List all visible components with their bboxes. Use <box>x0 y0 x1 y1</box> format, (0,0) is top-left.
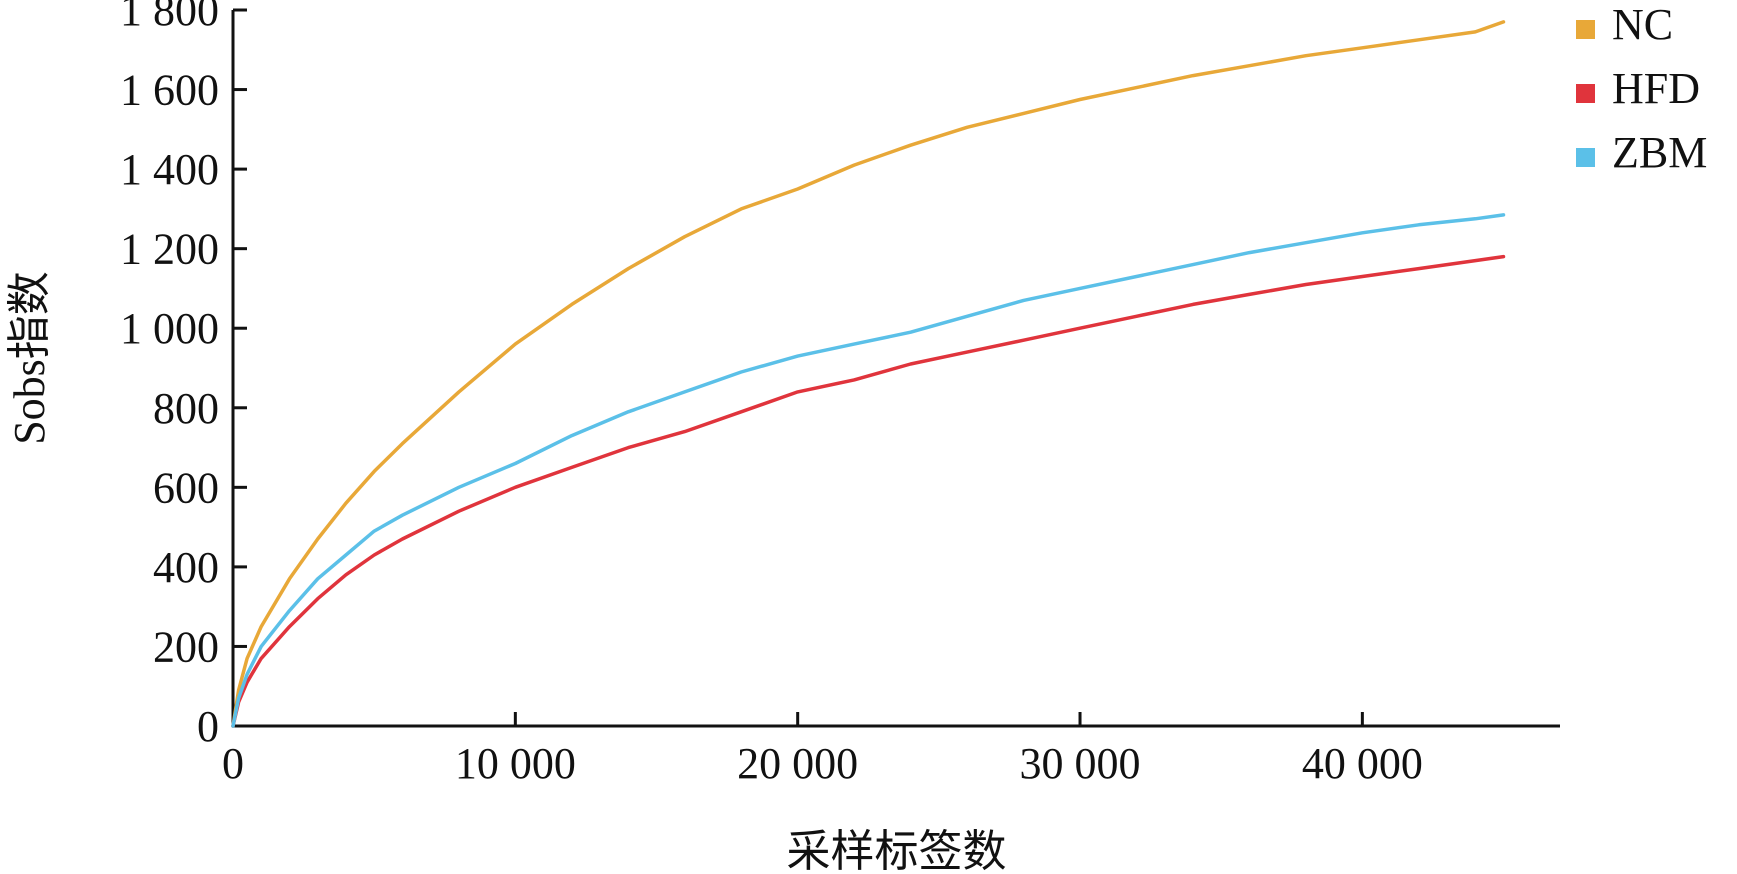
x-tick-label: 0 <box>222 739 244 788</box>
y-tick-label: 800 <box>153 384 219 433</box>
y-axis: 0 200 400 600 800 1 000 1 200 1 400 1 600 1 800 <box>120 0 247 751</box>
series-line-zbm <box>231 213 1506 728</box>
series-line-nc <box>231 20 1506 728</box>
y-tick-label: 1 800 <box>120 0 219 35</box>
legend-swatch-zbm <box>1576 148 1595 167</box>
legend-label-hfd: HFD <box>1612 64 1700 113</box>
y-tick-label: 1 000 <box>120 304 219 353</box>
y-tick-label: 1 400 <box>120 145 219 194</box>
x-tick-label: 30 000 <box>1020 739 1141 788</box>
x-axis: 0 10 000 20 000 30 000 40 000 <box>222 712 1560 788</box>
legend-label-zbm: ZBM <box>1612 128 1707 177</box>
x-tick-label: 20 000 <box>737 739 858 788</box>
x-tick-label: 10 000 <box>455 739 576 788</box>
y-tick-label: 200 <box>153 622 219 671</box>
y-tick-label: 0 <box>197 702 219 751</box>
legend-label-nc: NC <box>1612 0 1673 49</box>
y-tick-label: 1 200 <box>120 225 219 274</box>
y-tick-label: 400 <box>153 543 219 592</box>
y-axis-title: Sobs指数 <box>5 271 54 445</box>
legend-swatch-nc <box>1576 20 1595 39</box>
y-tick-label: 1 600 <box>120 66 219 115</box>
x-tick-label: 40 000 <box>1302 739 1423 788</box>
y-tick-label: 600 <box>153 463 219 512</box>
series-line-hfd <box>231 254 1506 728</box>
legend-swatch-hfd <box>1576 84 1595 103</box>
series-group <box>231 20 1506 728</box>
x-axis-title: 采样标签数 <box>787 827 1007 874</box>
legend: NC HFD ZBM <box>1576 0 1707 177</box>
